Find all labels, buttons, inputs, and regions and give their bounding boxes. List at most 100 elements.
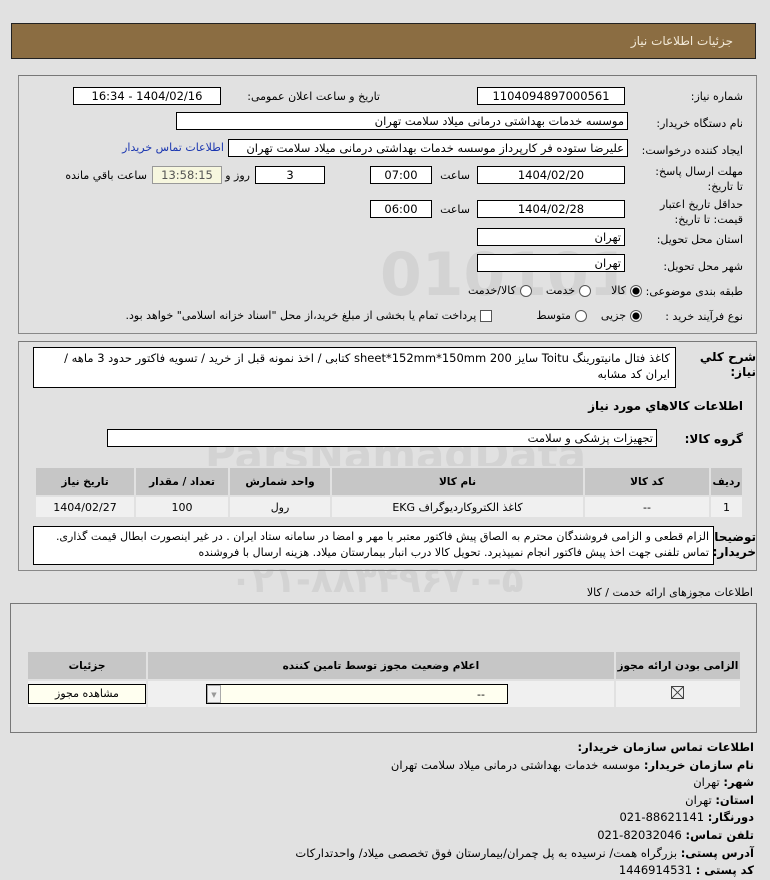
remaining-time-field: 13:58:15 — [152, 166, 222, 184]
goods-table: ردیف کد کالا نام کالا واحد شمارش تعداد /… — [34, 466, 744, 519]
contact-label: آدرس پستی: — [680, 845, 754, 860]
creator-label: ایجاد کننده درخواست: — [641, 144, 743, 157]
details-cell: مشاهده مجوز — [26, 679, 148, 709]
contact-label: کد پستی : — [695, 863, 754, 878]
col-qty: تعداد / مقدار — [134, 466, 230, 497]
contact-label: شهر: — [723, 775, 754, 790]
licenses-panel — [10, 603, 757, 733]
goods-table-header: ردیف کد کالا نام کالا واحد شمارش تعداد /… — [34, 466, 744, 497]
contact-org: نام سازمان خریدار: موسسه خدمات بهداشتی د… — [295, 757, 754, 775]
process-radio-group: جزیی متوسط پرداخت تمام یا بخشی از مبلغ خ… — [126, 308, 642, 323]
process-option-label: جزیی — [600, 309, 626, 322]
buyer-contact-link[interactable]: اطلاعات تماس خریدار — [122, 141, 224, 154]
category-option-label: کالا/خدمت — [468, 284, 516, 297]
cell-unit: رول — [228, 495, 332, 519]
contact-value: تهران — [693, 775, 720, 790]
goods-panel — [18, 341, 757, 571]
category-radio-service[interactable] — [579, 284, 592, 297]
cell-qty: 100 — [134, 495, 230, 519]
contact-postal-code: کد پستی : 1446914531 — [295, 862, 754, 880]
process-option-label: متوسط — [536, 309, 571, 322]
deadline-time-field[interactable]: 07:00 — [370, 166, 432, 184]
contact-province: استان: تهران — [295, 792, 754, 810]
col-required: الزامی بودن ارائه مجوز — [613, 650, 743, 681]
announce-field[interactable]: 1404/02/16 - 16:34 — [73, 87, 221, 105]
category-label: طبقه بندی موضوعی: — [645, 285, 743, 298]
contact-label: استان: — [715, 792, 754, 807]
validity-date-field[interactable]: 1404/02/28 — [477, 200, 625, 218]
validity-label: حداقل تاریخ اعتبار قیمت: تا تاریخ: — [659, 198, 743, 226]
need-number-label: شماره نیاز: — [690, 90, 743, 103]
province-field[interactable]: تهران — [477, 228, 625, 246]
table-row: 1 -- کاغذ الکتروکاردیوگراف EKG رول 100 1… — [34, 495, 744, 519]
col-row: ردیف — [709, 466, 744, 497]
table-row: -- ▼ مشاهده مجوز — [26, 679, 743, 709]
process-label: نوع فرآیند خرید : — [665, 310, 743, 323]
category-radio-goods[interactable] — [630, 284, 642, 297]
contact-address: آدرس پستی: بزرگراه همت/ نرسیده به پل چمر… — [295, 845, 754, 863]
license-status-value: -- — [477, 687, 485, 701]
announce-label: تاریخ و ساعت اعلان عمومی: — [247, 90, 380, 103]
remaining-label: ساعت باقي مانده — [65, 169, 147, 182]
col-code: کد کالا — [583, 466, 711, 497]
category-radio-group: کالا خدمت کالا/خدمت — [468, 283, 642, 298]
buyer-field[interactable]: موسسه خدمات بهداشتی درمانی میلاد سلامت ت… — [176, 112, 628, 130]
contact-fax: دورنگار: 021-88621141 — [295, 809, 754, 827]
watermark-phone: ۰۲۱-۸۸۳۴۹۶۷۰-۵ — [230, 560, 524, 601]
licenses-table: الزامی بودن ارائه مجوز اعلام وضعیت مجوز … — [26, 650, 743, 709]
watermark: 010101 — [380, 240, 631, 310]
days-field[interactable]: 3 — [255, 166, 325, 184]
licenses-table-header: الزامی بودن ارائه مجوز اعلام وضعیت مجوز … — [26, 650, 743, 681]
category-option-label: کالا — [611, 284, 626, 297]
cell-date: 1404/02/27 — [34, 495, 136, 519]
creator-field[interactable]: علیرضا ستوده فر کارپرداز موسسه خدمات بهد… — [228, 139, 628, 157]
col-unit: واحد شمارش — [228, 466, 332, 497]
treasury-payment-checkbox[interactable] — [480, 309, 493, 322]
contact-heading: اطلاعات تماس سازمان خریدار: — [577, 740, 754, 754]
contact-city: شهر: تهران — [295, 774, 754, 792]
process-radio-minor[interactable] — [630, 309, 642, 322]
contact-label: دورنگار: — [707, 810, 754, 825]
required-cell — [613, 679, 743, 709]
notes-field[interactable]: الزام قطعی و الزامی فروشندگان محترم به ا… — [33, 526, 714, 565]
cell-row: 1 — [709, 495, 744, 519]
required-checkbox-icon — [671, 686, 685, 699]
goods-group-field[interactable]: تجهیزات پزشکی و سلامت — [107, 429, 657, 447]
page-header: جزئیات اطلاعات نیاز — [11, 23, 756, 59]
category-option-label: خدمت — [545, 284, 576, 297]
summary-label: شرح کلي نياز: — [699, 350, 756, 379]
contact-value: بزرگراه همت/ نرسیده به پل چمران/بیمارستا… — [295, 845, 678, 860]
contact-value: موسسه خدمات بهداشتی درمانی میلاد سلامت ت… — [390, 757, 641, 772]
cell-code: -- — [583, 495, 711, 519]
license-status-select[interactable]: -- ▼ — [206, 684, 508, 704]
city-field[interactable]: تهران — [477, 254, 625, 272]
col-name: نام کالا — [330, 466, 585, 497]
chevron-down-icon: ▼ — [207, 685, 221, 703]
view-license-button[interactable]: مشاهده مجوز — [28, 684, 146, 704]
contact-label: نام سازمان خریدار: — [643, 757, 754, 772]
contact-value: 021-88621141 — [619, 810, 705, 825]
goods-group-label: گروه کالا: — [684, 432, 743, 446]
need-number-field[interactable]: 1104094897000561 — [477, 87, 625, 105]
goods-heading: اطلاعات کالاهاي مورد نياز — [588, 399, 743, 413]
category-radio-both[interactable] — [519, 284, 532, 297]
contact-value: 021-82032046 — [597, 827, 682, 842]
col-status: اعلام وضعیت مجوز توسط تامین کننده — [146, 650, 616, 681]
notes-label: توضیحات خریدار: — [702, 530, 756, 559]
process-radio-medium[interactable] — [574, 309, 587, 322]
deadline-time-label: ساعت — [440, 169, 470, 182]
validity-time-field[interactable]: 06:00 — [370, 200, 432, 218]
days-label: روز و — [225, 169, 250, 182]
treasury-payment-label: پرداخت تمام یا بخشی از مبلغ خرید،از محل … — [125, 309, 477, 322]
province-label: استان محل تحویل: — [656, 233, 743, 246]
licenses-heading: اطلاعات مجوزهای ارائه خدمت / کالا — [586, 586, 753, 599]
contact-value: تهران — [685, 792, 712, 807]
cell-name: کاغذ الکتروکاردیوگراف EKG — [330, 495, 585, 519]
deadline-date-field[interactable]: 1404/02/20 — [477, 166, 625, 184]
summary-field[interactable]: کاغذ فتال مانیتورینگ Toitu سایز 200 shee… — [33, 347, 676, 388]
validity-time-label: ساعت — [440, 203, 470, 216]
col-date: تاریخ نیاز — [34, 466, 136, 497]
need-info-panel — [18, 75, 757, 334]
contact-label: تلفن تماس: — [685, 827, 754, 842]
buyer-label: نام دستگاه خریدار: — [656, 117, 743, 130]
